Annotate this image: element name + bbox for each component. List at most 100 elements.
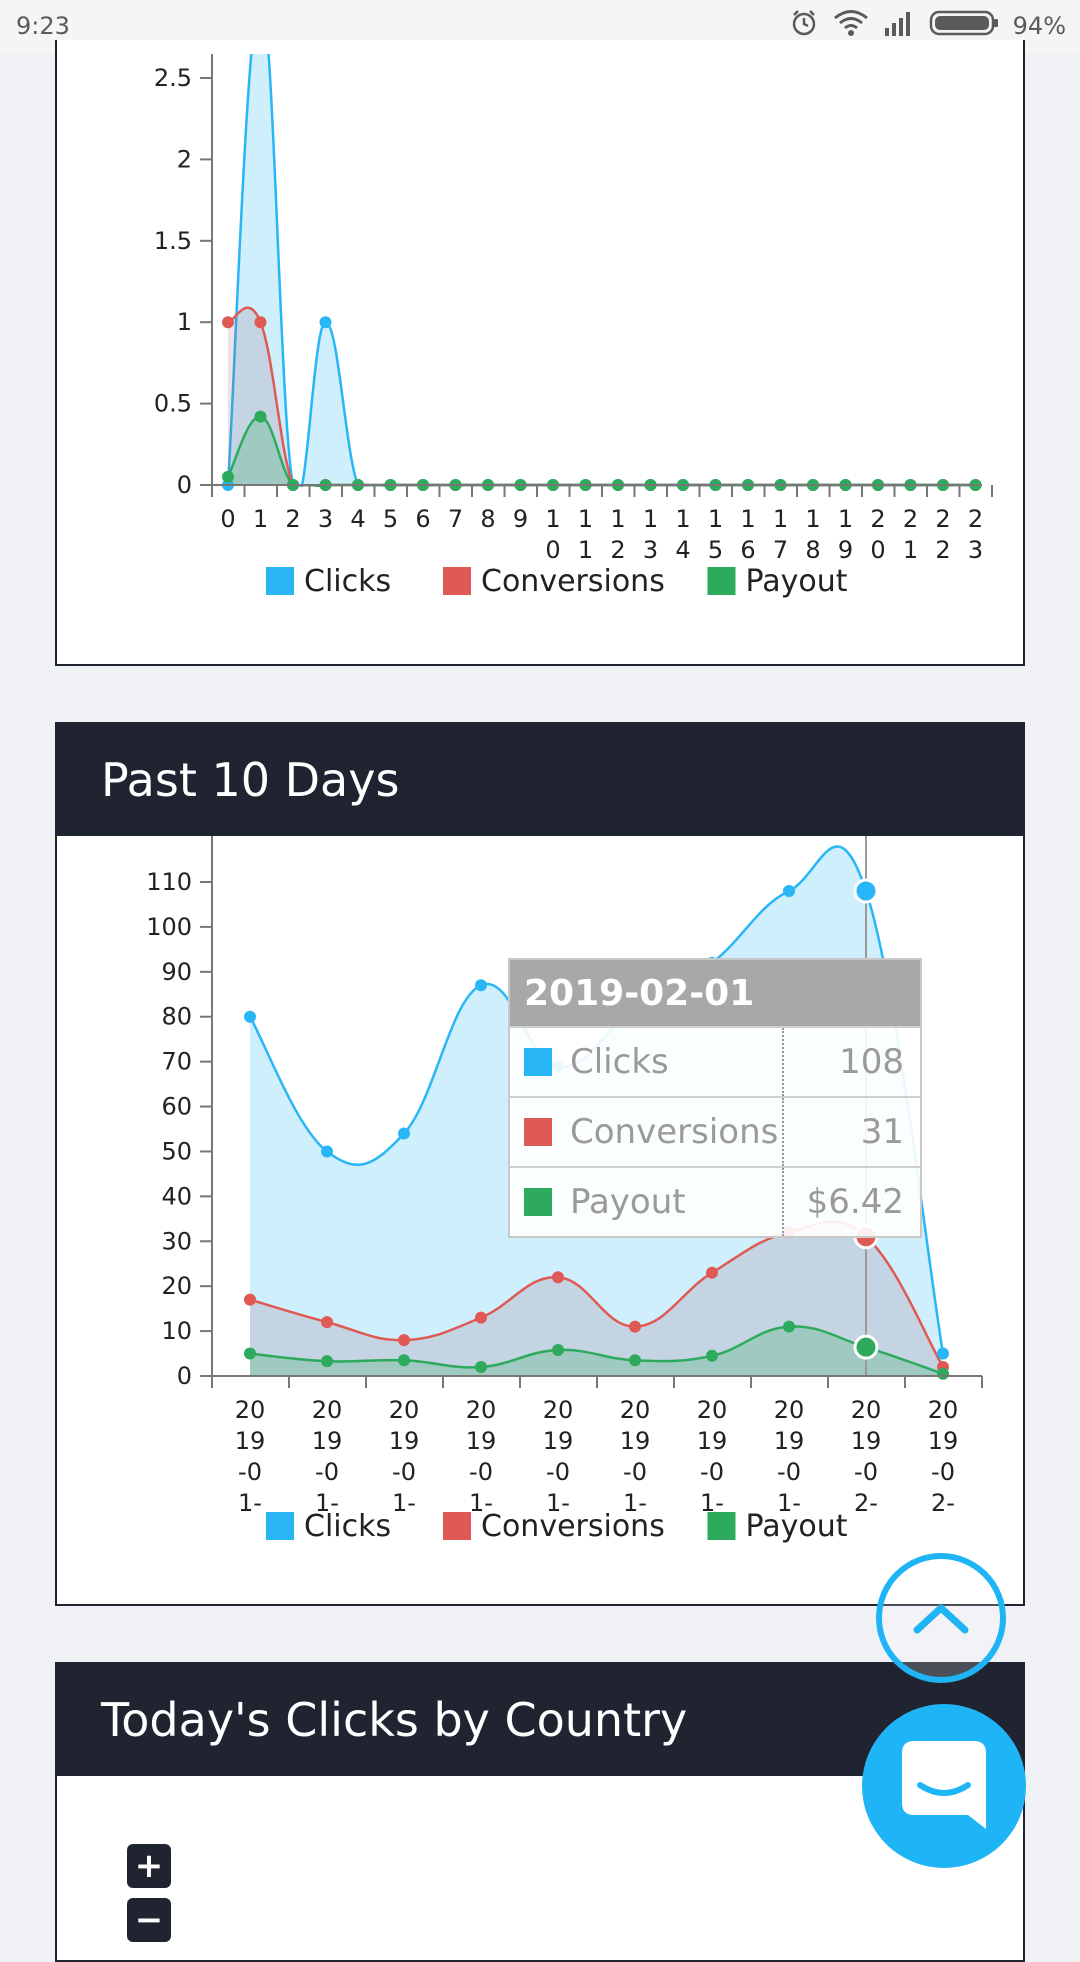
y-tick-label: 110 xyxy=(146,868,192,896)
y-tick-label: 80 xyxy=(161,1003,192,1031)
data-point xyxy=(319,316,332,329)
data-point xyxy=(222,470,234,483)
series-area xyxy=(250,1221,943,1376)
data-point xyxy=(222,316,234,329)
tooltip-row: Clicks 108 xyxy=(510,1026,920,1096)
y-tick-label: 2.5 xyxy=(154,64,192,92)
data-point xyxy=(321,1145,333,1158)
y-tick-label: 70 xyxy=(161,1048,192,1076)
x-tick-label: 20 19 -0 2- xyxy=(851,1396,882,1517)
legend-label: Clicks xyxy=(304,1509,391,1544)
data-point xyxy=(552,1271,564,1284)
clicks-by-country-header: Today's Clicks by Country xyxy=(57,1664,1023,1776)
wifi-icon xyxy=(833,9,869,43)
tooltip-row: Conversions 31 xyxy=(510,1096,920,1166)
data-point xyxy=(706,1266,718,1279)
chat-launcher-button[interactable] xyxy=(862,1704,1026,1868)
x-tick-label: 3 xyxy=(318,505,333,533)
data-point xyxy=(254,316,267,329)
data-point xyxy=(244,1010,256,1023)
legend-label: Payout xyxy=(746,564,848,599)
data-point xyxy=(783,884,795,897)
tooltip-row: Payout $6.42 xyxy=(510,1166,920,1236)
y-tick-label: 1 xyxy=(177,308,192,336)
chart-legend: Clicks Conversions Payout xyxy=(266,564,848,599)
battery-icon xyxy=(929,9,999,43)
chat-icon xyxy=(902,1741,986,1829)
x-tick-label: 9 xyxy=(513,505,528,533)
y-tick-label: 40 xyxy=(161,1182,192,1210)
y-tick-label: 50 xyxy=(161,1137,192,1165)
data-point xyxy=(398,1127,410,1140)
status-icons: 94% xyxy=(789,8,1066,44)
x-tick-label: 4 xyxy=(350,505,365,533)
data-point xyxy=(937,1367,949,1380)
data-point xyxy=(552,1343,564,1356)
legend-label: Clicks xyxy=(304,564,391,599)
legend-swatch xyxy=(443,1512,471,1540)
signal-icon xyxy=(883,10,915,42)
legend-swatch xyxy=(707,567,736,595)
tooltip-value: 31 xyxy=(860,1112,904,1152)
legend-swatch xyxy=(266,1512,294,1540)
y-tick-label: 0 xyxy=(177,1362,192,1390)
chart-legend: Clicks Conversions Payout xyxy=(266,1509,848,1544)
data-point xyxy=(475,1361,487,1374)
plot-area xyxy=(226,54,976,487)
data-point xyxy=(629,1320,641,1333)
x-tick-label: 20 19 -0 1- xyxy=(697,1396,728,1517)
x-tick-label: 20 19 -0 1- xyxy=(235,1396,266,1517)
series-area xyxy=(228,54,976,487)
legend-label: Payout xyxy=(746,1509,848,1544)
x-tick-label: 20 19 -0 1- xyxy=(774,1396,805,1517)
section-title: Today's Clicks by Country xyxy=(101,1693,688,1747)
status-time: 9:23 xyxy=(16,12,70,40)
alarm-icon xyxy=(789,8,819,44)
tooltip-swatch xyxy=(524,1118,552,1146)
map-zoom-in-button[interactable]: + xyxy=(127,1844,171,1888)
legend-swatch xyxy=(707,1512,736,1540)
tooltip-value: 108 xyxy=(839,1042,904,1082)
battery-percent: 94% xyxy=(1012,12,1066,40)
data-point xyxy=(398,1334,410,1347)
x-tick-label: 20 19 -0 1- xyxy=(312,1396,343,1517)
y-tick-label: 0 xyxy=(177,471,192,499)
series-area xyxy=(250,1326,943,1376)
data-point xyxy=(853,878,879,904)
data-point xyxy=(475,1311,487,1324)
x-tick-label: 2 xyxy=(285,505,300,533)
y-tick-label: 90 xyxy=(161,958,192,986)
x-tick-label: 0 xyxy=(220,505,235,533)
tooltip-label: Clicks xyxy=(570,1042,669,1082)
y-tick-label: 100 xyxy=(146,913,192,941)
legend-swatch xyxy=(266,567,294,595)
data-point xyxy=(783,1320,795,1333)
chart-tooltip: 2019-02-01 Clicks 108 Conversions 31 Pay… xyxy=(508,958,922,1238)
legend-label: Conversions xyxy=(481,1509,665,1544)
data-point xyxy=(254,410,267,423)
x-tick-label: 6 xyxy=(415,505,430,533)
tooltip-label: Payout xyxy=(570,1182,686,1222)
data-point xyxy=(475,979,487,992)
section-title: Past 10 Days xyxy=(101,753,400,807)
clicks-by-country-card: Today's Clicks by Country xyxy=(55,1662,1025,1962)
map-zoom-out-button[interactable]: − xyxy=(127,1898,171,1942)
x-tick-label: 20 19 -0 1- xyxy=(466,1396,497,1517)
data-point xyxy=(398,1354,410,1367)
tooltip-date: 2019-02-01 xyxy=(510,960,920,1026)
x-tick-label: 20 19 -0 1- xyxy=(620,1396,651,1517)
scroll-to-top-button[interactable] xyxy=(876,1553,1006,1683)
y-tick-label: 0.5 xyxy=(154,390,192,418)
x-tick-label: 5 xyxy=(383,505,398,533)
tooltip-swatch xyxy=(524,1188,552,1216)
